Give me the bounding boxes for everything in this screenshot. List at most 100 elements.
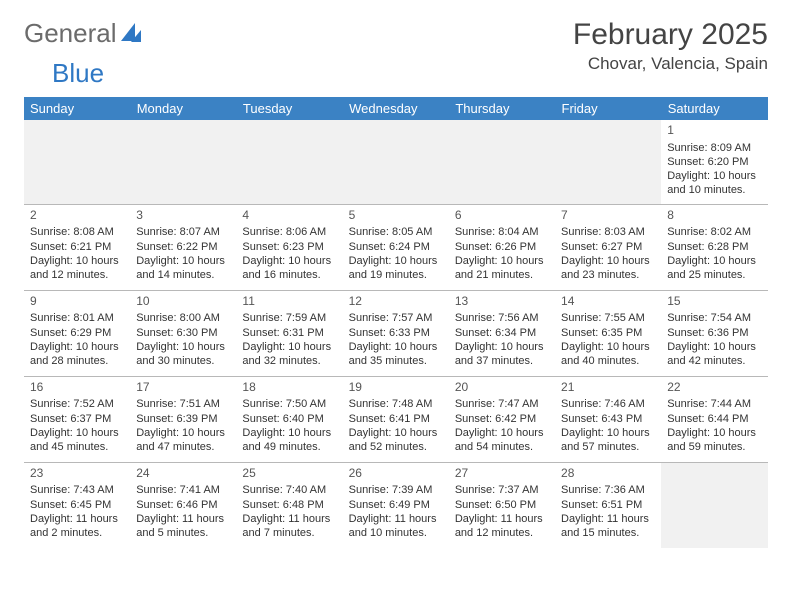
sunset-line: Sunset: 6:41 PM xyxy=(349,412,443,426)
calendar-week-row: 2Sunrise: 8:08 AMSunset: 6:21 PMDaylight… xyxy=(24,204,768,290)
calendar-day-cell: 9Sunrise: 8:01 AMSunset: 6:29 PMDaylight… xyxy=(24,290,130,376)
sunrise-line: Sunrise: 8:03 AM xyxy=(561,225,655,239)
sunset-line: Sunset: 6:46 PM xyxy=(136,498,230,512)
sunrise-line: Sunrise: 7:39 AM xyxy=(349,483,443,497)
sunrise-line: Sunrise: 7:55 AM xyxy=(561,311,655,325)
daylight-line: Daylight: 10 hours and 35 minutes. xyxy=(349,340,443,369)
sunset-line: Sunset: 6:50 PM xyxy=(455,498,549,512)
calendar-day-cell: 1Sunrise: 8:09 AMSunset: 6:20 PMDaylight… xyxy=(661,120,767,204)
daylight-line: Daylight: 10 hours and 23 minutes. xyxy=(561,254,655,283)
day-number: 27 xyxy=(455,466,549,482)
day-number: 15 xyxy=(667,294,761,310)
sunset-line: Sunset: 6:27 PM xyxy=(561,240,655,254)
sunset-line: Sunset: 6:29 PM xyxy=(30,326,124,340)
sunrise-line: Sunrise: 7:50 AM xyxy=(242,397,336,411)
daylight-line: Daylight: 10 hours and 21 minutes. xyxy=(455,254,549,283)
sunrise-line: Sunrise: 7:47 AM xyxy=(455,397,549,411)
calendar-week-row: 23Sunrise: 7:43 AMSunset: 6:45 PMDayligh… xyxy=(24,462,768,548)
day-number: 28 xyxy=(561,466,655,482)
sunset-line: Sunset: 6:35 PM xyxy=(561,326,655,340)
brand-word-2: Blue xyxy=(52,58,104,89)
daylight-line: Daylight: 10 hours and 10 minutes. xyxy=(667,169,761,198)
sunset-line: Sunset: 6:34 PM xyxy=(455,326,549,340)
weekday-header: Monday xyxy=(130,97,236,120)
sunrise-line: Sunrise: 7:36 AM xyxy=(561,483,655,497)
calendar-day-cell: 8Sunrise: 8:02 AMSunset: 6:28 PMDaylight… xyxy=(661,204,767,290)
day-number: 26 xyxy=(349,466,443,482)
daylight-line: Daylight: 10 hours and 16 minutes. xyxy=(242,254,336,283)
daylight-line: Daylight: 10 hours and 47 minutes. xyxy=(136,426,230,455)
day-number: 2 xyxy=(30,208,124,224)
sunset-line: Sunset: 6:44 PM xyxy=(667,412,761,426)
calendar-day-cell: 17Sunrise: 7:51 AMSunset: 6:39 PMDayligh… xyxy=(130,376,236,462)
sunset-line: Sunset: 6:49 PM xyxy=(349,498,443,512)
calendar-day-cell xyxy=(343,120,449,204)
day-number: 21 xyxy=(561,380,655,396)
day-number: 23 xyxy=(30,466,124,482)
calendar-day-cell: 5Sunrise: 8:05 AMSunset: 6:24 PMDaylight… xyxy=(343,204,449,290)
calendar-day-cell: 2Sunrise: 8:08 AMSunset: 6:21 PMDaylight… xyxy=(24,204,130,290)
sunset-line: Sunset: 6:51 PM xyxy=(561,498,655,512)
sunset-line: Sunset: 6:30 PM xyxy=(136,326,230,340)
sunset-line: Sunset: 6:33 PM xyxy=(349,326,443,340)
calendar-body: 1Sunrise: 8:09 AMSunset: 6:20 PMDaylight… xyxy=(24,120,768,548)
sunrise-line: Sunrise: 7:51 AM xyxy=(136,397,230,411)
calendar-day-cell: 21Sunrise: 7:46 AMSunset: 6:43 PMDayligh… xyxy=(555,376,661,462)
calendar-week-row: 1Sunrise: 8:09 AMSunset: 6:20 PMDaylight… xyxy=(24,120,768,204)
day-number: 22 xyxy=(667,380,761,396)
sunrise-line: Sunrise: 7:54 AM xyxy=(667,311,761,325)
sunset-line: Sunset: 6:28 PM xyxy=(667,240,761,254)
logo-triangle-icon xyxy=(131,30,141,42)
calendar-table: SundayMondayTuesdayWednesdayThursdayFrid… xyxy=(24,97,768,548)
sunrise-line: Sunrise: 7:37 AM xyxy=(455,483,549,497)
daylight-line: Daylight: 10 hours and 37 minutes. xyxy=(455,340,549,369)
calendar-day-cell: 24Sunrise: 7:41 AMSunset: 6:46 PMDayligh… xyxy=(130,462,236,548)
sunset-line: Sunset: 6:20 PM xyxy=(667,155,761,169)
sunrise-line: Sunrise: 8:05 AM xyxy=(349,225,443,239)
calendar-day-cell: 4Sunrise: 8:06 AMSunset: 6:23 PMDaylight… xyxy=(236,204,342,290)
sunset-line: Sunset: 6:40 PM xyxy=(242,412,336,426)
location-label: Chovar, Valencia, Spain xyxy=(573,54,768,74)
day-number: 7 xyxy=(561,208,655,224)
sunrise-line: Sunrise: 8:00 AM xyxy=(136,311,230,325)
daylight-line: Daylight: 10 hours and 19 minutes. xyxy=(349,254,443,283)
sunrise-line: Sunrise: 7:43 AM xyxy=(30,483,124,497)
calendar-day-cell xyxy=(449,120,555,204)
day-number: 12 xyxy=(349,294,443,310)
daylight-line: Daylight: 11 hours and 5 minutes. xyxy=(136,512,230,541)
daylight-line: Daylight: 10 hours and 45 minutes. xyxy=(30,426,124,455)
day-number: 9 xyxy=(30,294,124,310)
calendar-day-cell: 22Sunrise: 7:44 AMSunset: 6:44 PMDayligh… xyxy=(661,376,767,462)
day-number: 5 xyxy=(349,208,443,224)
day-number: 25 xyxy=(242,466,336,482)
sunset-line: Sunset: 6:39 PM xyxy=(136,412,230,426)
sunrise-line: Sunrise: 7:40 AM xyxy=(242,483,336,497)
month-title: February 2025 xyxy=(573,18,768,52)
calendar-day-cell: 10Sunrise: 8:00 AMSunset: 6:30 PMDayligh… xyxy=(130,290,236,376)
sunrise-line: Sunrise: 8:02 AM xyxy=(667,225,761,239)
day-number: 16 xyxy=(30,380,124,396)
weekday-header: Sunday xyxy=(24,97,130,120)
weekday-header: Thursday xyxy=(449,97,555,120)
daylight-line: Daylight: 10 hours and 54 minutes. xyxy=(455,426,549,455)
weekday-header: Wednesday xyxy=(343,97,449,120)
sunset-line: Sunset: 6:43 PM xyxy=(561,412,655,426)
sunset-line: Sunset: 6:37 PM xyxy=(30,412,124,426)
sunrise-line: Sunrise: 7:44 AM xyxy=(667,397,761,411)
calendar-day-cell: 7Sunrise: 8:03 AMSunset: 6:27 PMDaylight… xyxy=(555,204,661,290)
day-number: 8 xyxy=(667,208,761,224)
daylight-line: Daylight: 11 hours and 12 minutes. xyxy=(455,512,549,541)
daylight-line: Daylight: 10 hours and 28 minutes. xyxy=(30,340,124,369)
daylight-line: Daylight: 10 hours and 42 minutes. xyxy=(667,340,761,369)
daylight-line: Daylight: 11 hours and 7 minutes. xyxy=(242,512,336,541)
weekday-header: Friday xyxy=(555,97,661,120)
sunrise-line: Sunrise: 7:57 AM xyxy=(349,311,443,325)
brand-logo: General xyxy=(24,18,143,49)
daylight-line: Daylight: 10 hours and 52 minutes. xyxy=(349,426,443,455)
sunrise-line: Sunrise: 8:06 AM xyxy=(242,225,336,239)
calendar-week-row: 9Sunrise: 8:01 AMSunset: 6:29 PMDaylight… xyxy=(24,290,768,376)
sunrise-line: Sunrise: 7:59 AM xyxy=(242,311,336,325)
calendar-day-cell: 26Sunrise: 7:39 AMSunset: 6:49 PMDayligh… xyxy=(343,462,449,548)
daylight-line: Daylight: 10 hours and 32 minutes. xyxy=(242,340,336,369)
calendar-day-cell: 19Sunrise: 7:48 AMSunset: 6:41 PMDayligh… xyxy=(343,376,449,462)
